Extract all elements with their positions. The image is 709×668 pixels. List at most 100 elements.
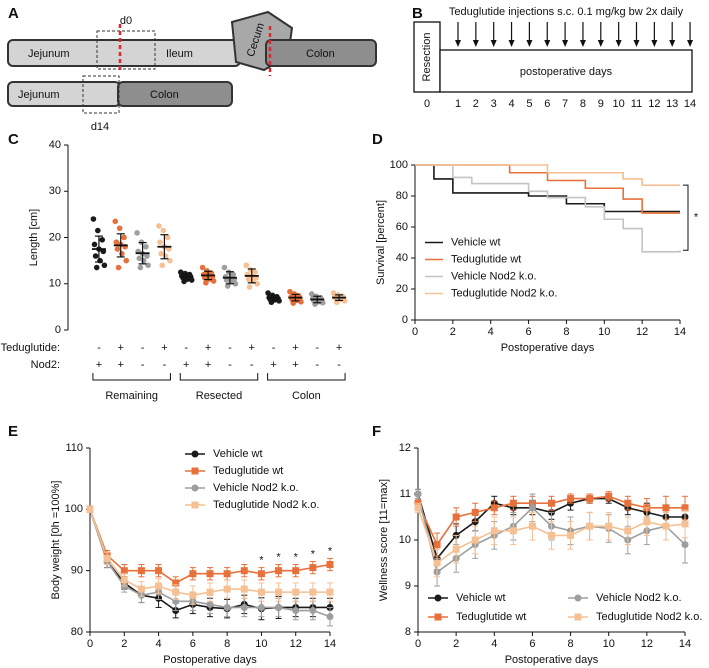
marker [433, 541, 441, 549]
sign: - [184, 342, 188, 354]
label: Ileum [166, 48, 193, 60]
data-point [166, 246, 172, 252]
marker [257, 570, 265, 578]
y-tick-label: 100 [390, 159, 408, 171]
data-point [95, 227, 101, 234]
marker [662, 504, 670, 512]
marker [172, 579, 180, 587]
data-point [137, 264, 144, 271]
y-tick-label: 90 [71, 565, 83, 577]
survival-line [415, 164, 681, 253]
data-point [160, 227, 167, 234]
marker [452, 513, 460, 521]
marker [434, 613, 442, 621]
data-point [276, 298, 282, 304]
survival-line [415, 164, 680, 186]
data-point [99, 237, 106, 243]
day-label: 2 [473, 98, 479, 110]
x-tick-label: 12 [641, 638, 653, 650]
data-point [91, 241, 98, 248]
marker [240, 585, 248, 593]
sign: + [183, 359, 189, 371]
marker [509, 499, 517, 507]
y-axis-title: Wellness score [11=max] [378, 479, 390, 601]
survival-line [415, 164, 680, 214]
section-bracket [267, 373, 346, 381]
data-point [159, 262, 166, 269]
marker [275, 603, 283, 611]
panel-label: C [8, 131, 19, 148]
marker [257, 588, 265, 596]
sign: + [118, 359, 124, 371]
marker [223, 603, 231, 611]
data-point [245, 276, 252, 282]
sign: + [270, 359, 276, 371]
y-tick-label: 110 [65, 442, 83, 454]
row-label: Nod2: [31, 359, 60, 371]
marker [309, 588, 317, 596]
day-label: 0 [424, 98, 430, 110]
x-tick-label: 4 [488, 326, 494, 338]
dotted-box [96, 30, 156, 70]
marker [309, 607, 317, 615]
data-point [287, 288, 293, 295]
panel-label: B [412, 5, 423, 22]
section-label: Resected [196, 390, 242, 402]
y-tick-label: 20 [396, 283, 408, 295]
x-tick-label: 4 [491, 638, 497, 650]
x-axis-title: Postoperative days [163, 654, 257, 666]
y-tick-label: 9 [405, 580, 411, 592]
sign: - [97, 342, 101, 354]
legend-label: Vehicle Nod2 k.o. [213, 482, 299, 494]
marker [191, 450, 199, 458]
marker [490, 504, 498, 512]
data-point [144, 253, 150, 259]
colon [265, 39, 377, 67]
y-axis-title: Survival [percent] [375, 200, 387, 285]
x-tick-label: 8 [563, 326, 569, 338]
arrow-head [562, 40, 569, 47]
schematic-a: A Jejunum Ileum Cecum Colon d0 Jejunum C… [7, 5, 377, 133]
day-label: 14 [684, 98, 696, 110]
data-point [90, 216, 97, 222]
x-tick-label: 14 [324, 638, 336, 650]
data-point [156, 223, 162, 229]
label: Colon [306, 48, 335, 60]
label: Colon [150, 89, 179, 101]
sign: + [292, 359, 298, 371]
survival-line [415, 164, 680, 213]
y-tick-label: 80 [396, 190, 408, 202]
marker [189, 570, 197, 578]
marker [326, 588, 334, 596]
data-point [162, 253, 169, 259]
colon [117, 81, 233, 107]
y-tick-label: 10 [399, 534, 411, 546]
data-point [121, 234, 127, 241]
significance: * [259, 555, 264, 567]
data-point [136, 255, 143, 262]
data-point [100, 248, 107, 255]
x-tick-label: 14 [679, 638, 691, 650]
arrow-head [490, 40, 497, 47]
x-tick-label: 0 [87, 638, 93, 650]
marker [103, 554, 111, 562]
data-point [230, 271, 237, 278]
arrow-head [651, 40, 658, 47]
data-point [112, 218, 119, 225]
y-tick-label: 40 [49, 139, 61, 151]
data-point [298, 298, 304, 305]
marker [191, 484, 199, 492]
marker [574, 594, 582, 602]
marker [586, 522, 594, 530]
marker [206, 570, 214, 578]
y-tick-label: 60 [396, 221, 408, 233]
data-point [341, 298, 348, 304]
x-tick-label: 2 [121, 638, 127, 650]
marker [574, 613, 582, 621]
marker [120, 576, 128, 584]
marker [567, 495, 575, 503]
sign: - [141, 359, 145, 371]
day-label: 8 [580, 98, 586, 110]
data-point [158, 250, 164, 257]
y-tick-label: 12 [399, 442, 411, 454]
